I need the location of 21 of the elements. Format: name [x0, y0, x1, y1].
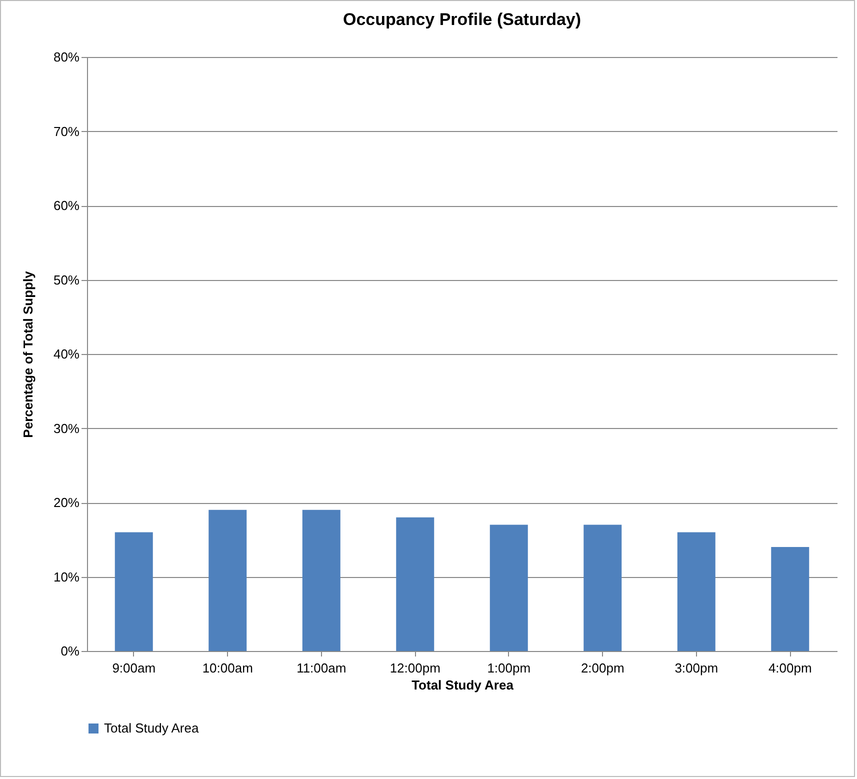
x-tick-label: 12:00pm: [390, 660, 440, 676]
y-tick-label: 0%: [60, 644, 80, 658]
chart-title: Occupancy Profile (Saturday): [342, 10, 582, 29]
x-axis-title: Total Study Area: [412, 678, 514, 692]
y-tick-label: 50%: [53, 272, 80, 288]
y-tick-label: 20%: [53, 495, 80, 510]
y-tick-label: 40%: [53, 346, 80, 362]
x-tick-label: 9:00am: [112, 660, 156, 676]
y-tick-label: 30%: [53, 420, 80, 436]
x-tick-label: 11:00am: [296, 660, 346, 676]
y-tick-label: 70%: [53, 124, 80, 139]
y-tick-label: 60%: [53, 198, 80, 213]
x-tick-label: 1:00pm: [487, 660, 531, 676]
y-tick-label: 80%: [53, 50, 80, 64]
x-tick-label: 10:00am: [202, 660, 253, 676]
y-tick-label: 10%: [53, 569, 80, 584]
y-axis-title: Percentage of Total Supply: [20, 270, 36, 438]
x-tick-label: 3:00pm: [674, 660, 718, 676]
legend-label: Total Study Area: [104, 720, 200, 736]
x-tick-label: 2:00pm: [580, 660, 624, 676]
x-tick-label: 4:00pm: [768, 660, 812, 676]
